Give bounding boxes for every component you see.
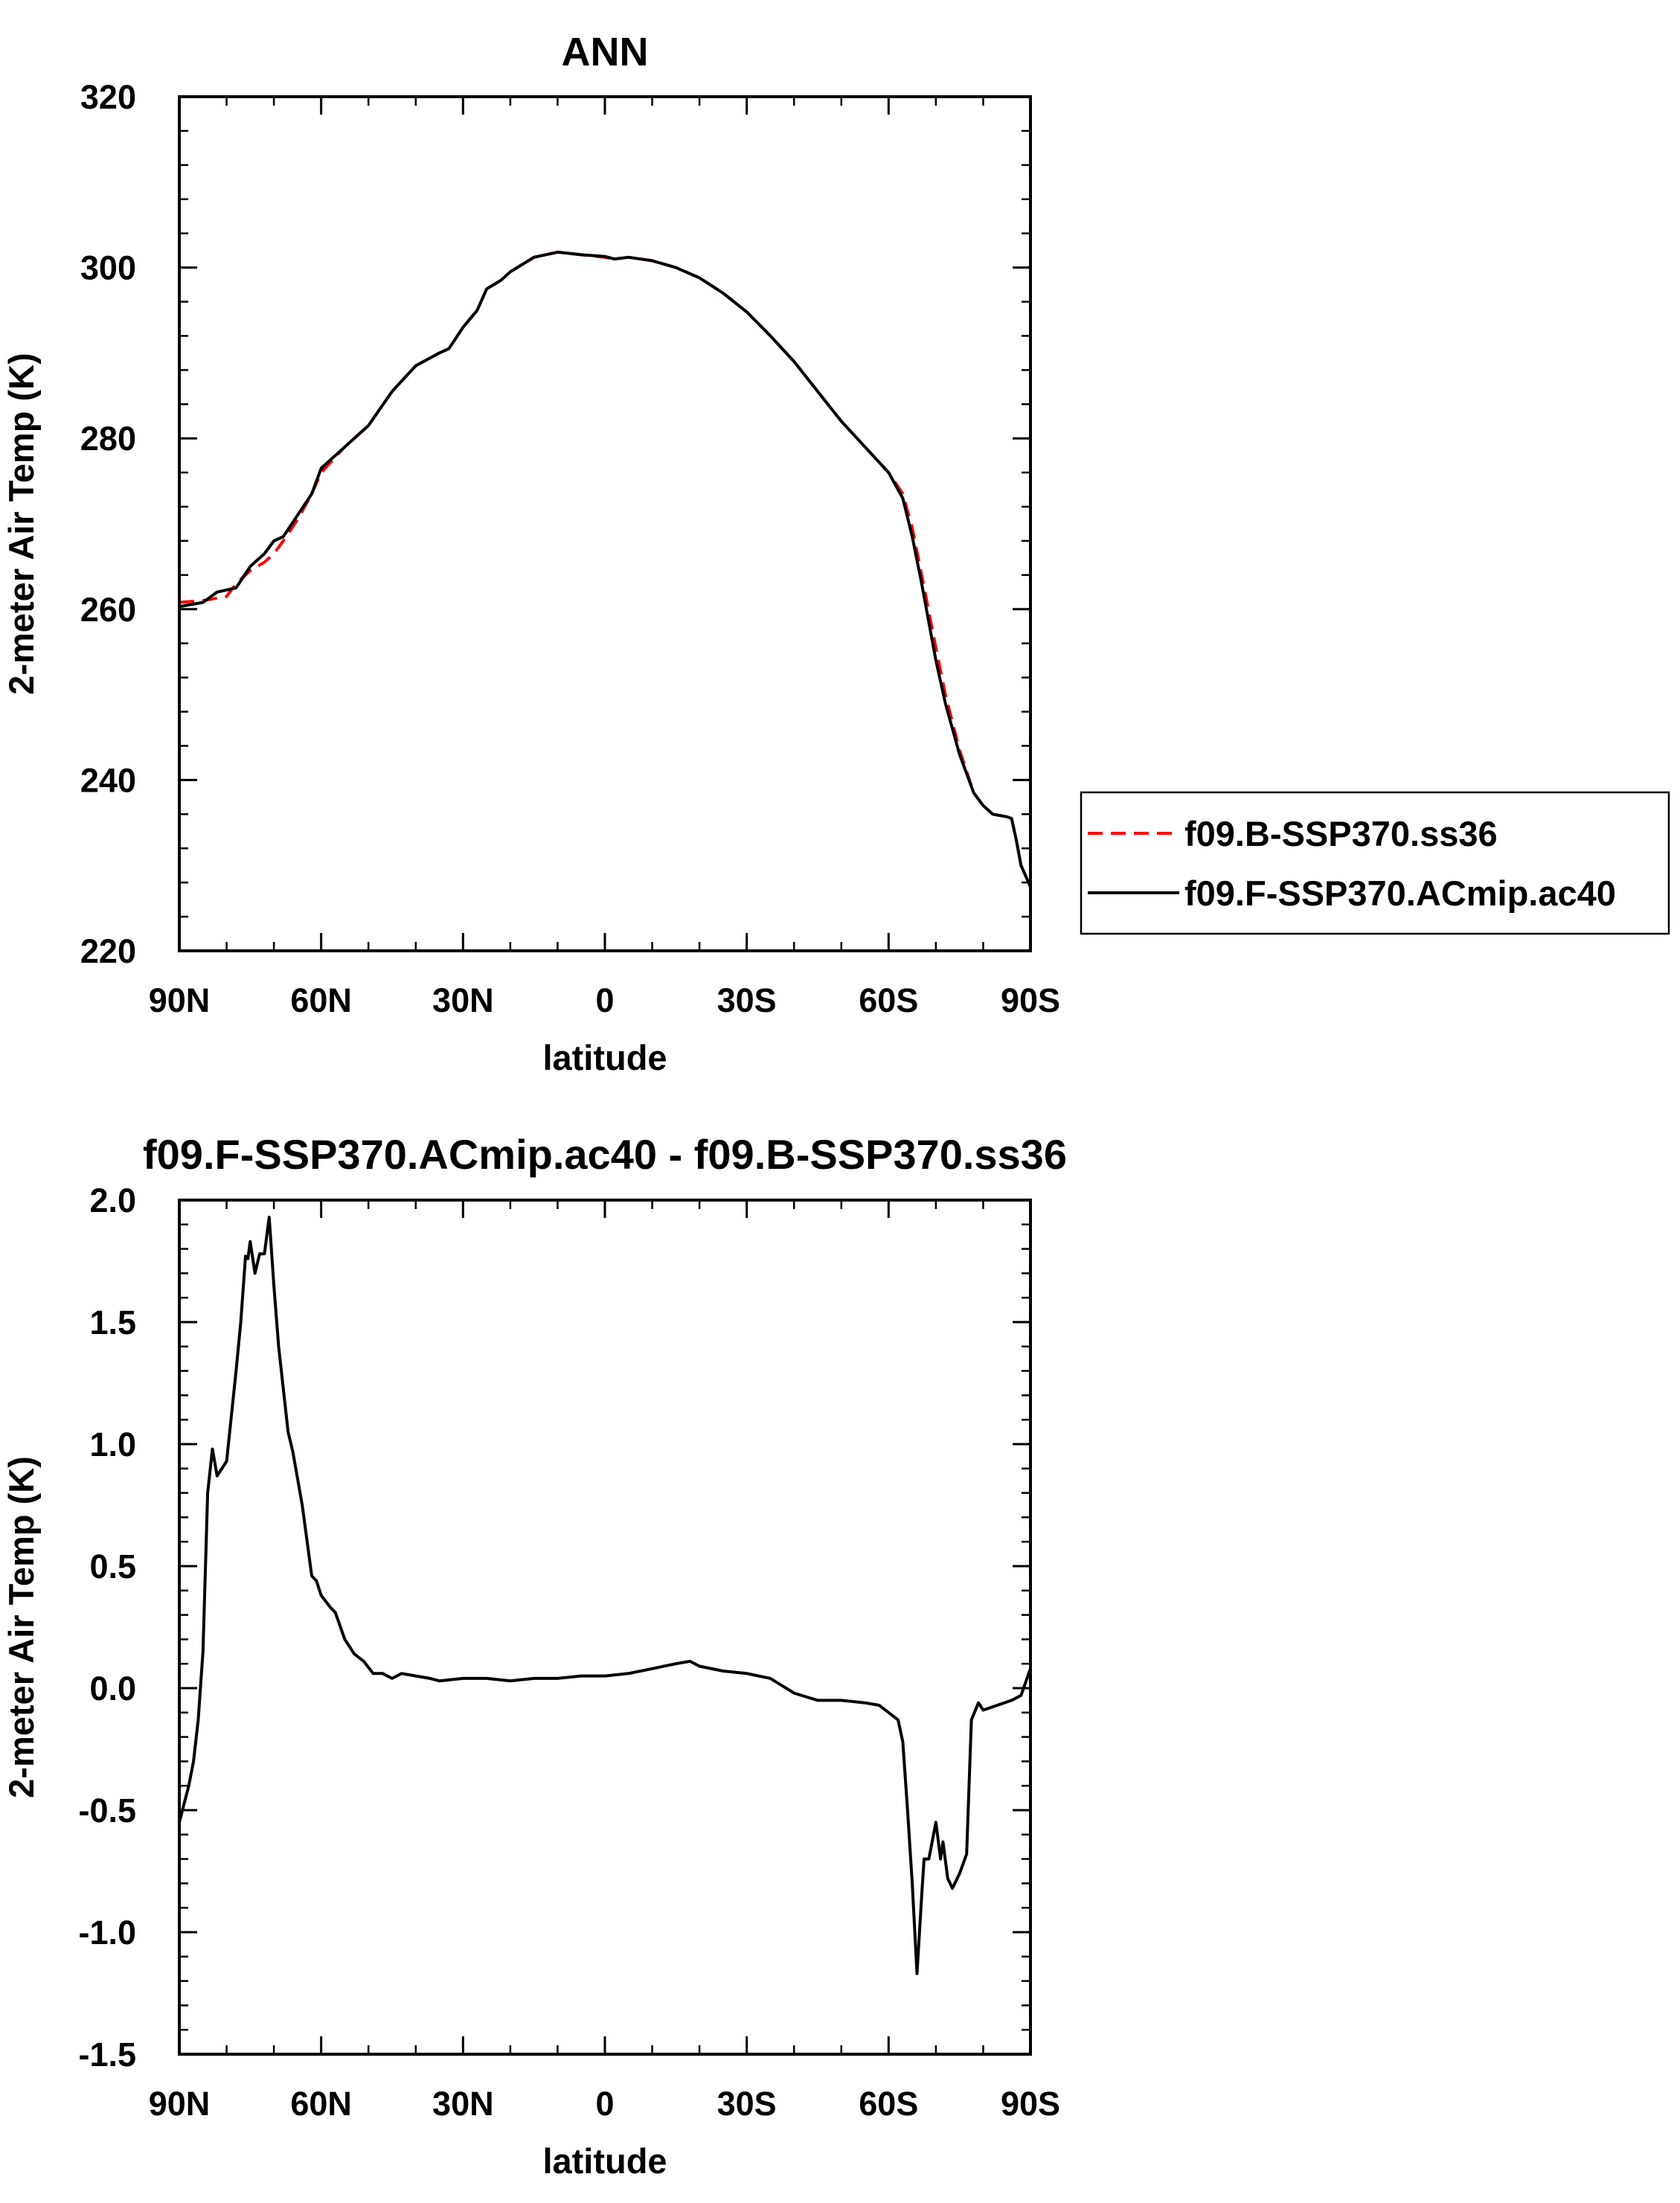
x-tick-label: 30S [717, 2085, 777, 2123]
x-tick-label: 60S [859, 2085, 918, 2123]
x-tick-label: 90N [149, 2085, 211, 2123]
x-tick-label: 90N [149, 981, 211, 1019]
y-tick-label: -0.5 [78, 1792, 136, 1830]
series-line-difference [178, 1216, 1032, 1975]
bottom-panel-difference: f09.F-SSP370.ACmip.ac40 - f09.B-SSP370.s… [1, 1131, 1067, 2181]
chart-title: f09.F-SSP370.ACmip.ac40 - f09.B-SSP370.s… [143, 1131, 1067, 1178]
plot-frame [178, 1199, 1032, 2056]
y-tick-label: 0.5 [89, 1548, 136, 1585]
y-tick-label: 260 [80, 591, 136, 629]
y-tick-label: -1.0 [78, 1914, 136, 1952]
legend: f09.B-SSP370.ss36 f09.F-SSP370.ACmip.ac4… [1080, 791, 1670, 935]
x-tick-label: 90S [1001, 2085, 1060, 2123]
y-tick-label: 0.0 [89, 1670, 136, 1707]
x-axis-label: latitude [542, 2141, 667, 2181]
y-tick-label: 280 [80, 420, 136, 458]
y-tick-label: 240 [80, 761, 136, 799]
y-tick-label: -1.5 [78, 2036, 136, 2074]
x-tick-label: 0 [595, 2085, 614, 2123]
legend-label-ac40: f09.F-SSP370.ACmip.ac40 [1184, 873, 1616, 913]
y-tick-label: 2.0 [89, 1181, 136, 1219]
y-tick-label: 220 [80, 932, 136, 970]
y-tick-label: 320 [80, 78, 136, 116]
x-tick-label: 60N [290, 981, 352, 1019]
y-tick-label: 1.0 [89, 1426, 136, 1463]
x-axis-label: latitude [542, 1038, 667, 1077]
chart-title: ANN [562, 30, 649, 74]
x-tick-label: 60N [290, 2085, 352, 2123]
y-tick-label: 300 [80, 249, 136, 287]
legend-label-ss36: f09.B-SSP370.ss36 [1184, 814, 1498, 853]
x-tick-label: 0 [595, 981, 614, 1019]
x-tick-label: 30N [432, 2085, 494, 2123]
top-panel-annual-temperature: ANN 220 240 260 280 300 320 90N 60N 30N 0 30S 60S 90S… [1, 30, 1060, 1077]
x-tick-label: 90S [1001, 981, 1060, 1019]
x-tick-label: 30N [432, 981, 494, 1019]
series-line-f09-f-ssp370-acmip-ac40 [179, 250, 1032, 888]
legend-box [1080, 791, 1670, 935]
y-tick-label: 1.5 [89, 1303, 136, 1341]
plot-frame [178, 95, 1032, 952]
x-tick-label: 60S [859, 981, 918, 1019]
x-tick-label: 30S [717, 981, 777, 1019]
y-axis-label: 2-meter Air Temp (K) [1, 353, 41, 695]
series-line-f09-b-ssp370-ss36 [179, 250, 1032, 888]
y-axis-label: 2-meter Air Temp (K) [1, 1456, 41, 1798]
